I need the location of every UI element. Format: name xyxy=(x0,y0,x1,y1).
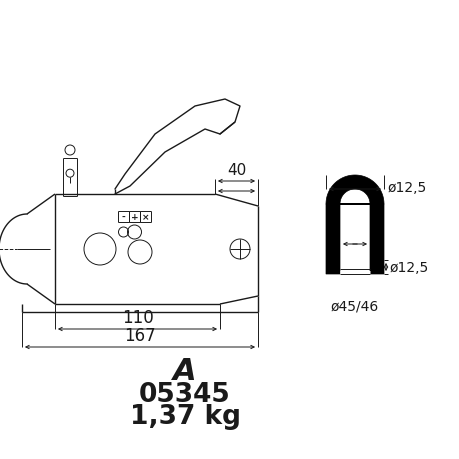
Text: ø12,5: ø12,5 xyxy=(387,180,426,195)
Text: 110: 110 xyxy=(121,308,153,326)
Text: +: + xyxy=(130,213,138,222)
Text: 1,37 kg: 1,37 kg xyxy=(129,403,240,429)
Text: 40: 40 xyxy=(226,162,246,178)
Text: ø12,5: ø12,5 xyxy=(389,260,428,274)
Text: A: A xyxy=(173,357,196,386)
Text: ×: × xyxy=(141,213,149,222)
Text: ø45/46: ø45/46 xyxy=(330,299,378,313)
Text: 167: 167 xyxy=(124,326,156,344)
Text: 05345: 05345 xyxy=(139,381,230,407)
Text: -: - xyxy=(121,213,125,222)
Polygon shape xyxy=(325,176,383,274)
